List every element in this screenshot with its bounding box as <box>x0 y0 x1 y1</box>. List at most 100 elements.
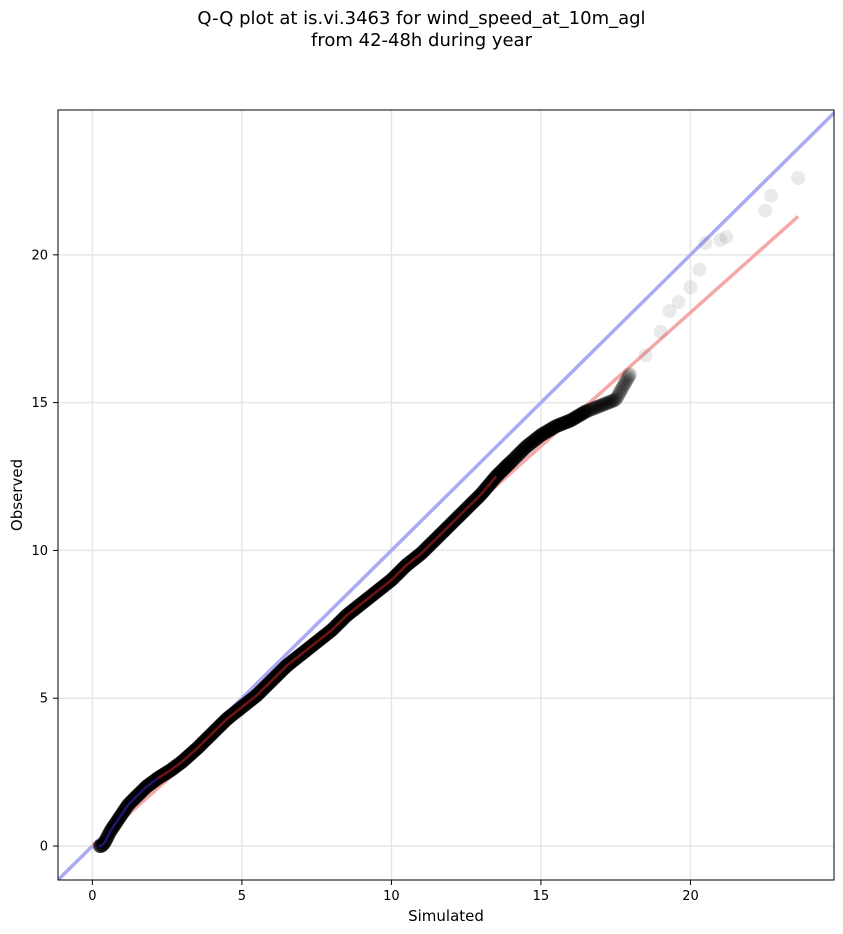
qq-point <box>621 369 636 384</box>
qq-point <box>513 444 528 459</box>
qq-point <box>583 402 598 417</box>
qq-point <box>719 230 734 245</box>
qq-point <box>566 411 581 426</box>
qq-point <box>586 401 601 416</box>
chart-title: Q-Q plot at is.vi.3463 for wind_speed_at… <box>0 8 843 52</box>
qq-point <box>527 433 542 448</box>
qq-point <box>543 422 558 437</box>
x-tick-label: 20 <box>682 889 699 904</box>
qq-point <box>559 415 574 430</box>
qq-point <box>617 376 632 391</box>
qq-point <box>525 434 540 449</box>
qq-point <box>542 423 557 438</box>
x-tick-label: 10 <box>383 889 400 904</box>
qq-point <box>582 403 597 418</box>
qq-point <box>622 367 637 382</box>
qq-point <box>610 388 625 403</box>
qq-point <box>554 417 569 432</box>
qq-point <box>713 233 728 248</box>
qq-point <box>573 407 588 422</box>
qq-point <box>519 439 534 454</box>
qq-point <box>541 423 556 438</box>
qq-point <box>530 430 545 445</box>
qq-point <box>533 428 548 443</box>
qq-point <box>512 446 527 461</box>
chart-title-line-2: from 42-48h during year <box>311 30 532 51</box>
qq-point <box>523 436 538 451</box>
qq-point <box>548 419 563 434</box>
qq-point <box>507 450 522 465</box>
qq-point <box>596 397 611 412</box>
qq-point <box>565 412 580 427</box>
qq-point <box>604 394 619 409</box>
qq-point <box>552 417 567 432</box>
qq-point <box>607 393 622 408</box>
qq-point <box>555 416 570 431</box>
qq-point <box>516 442 531 457</box>
x-axis-label: Simulated <box>408 907 484 925</box>
qq-point <box>561 414 576 429</box>
qq-point <box>536 426 551 441</box>
qq-point <box>550 418 565 433</box>
qq-point <box>620 371 635 386</box>
qq-point <box>594 398 609 413</box>
qq-point <box>578 404 593 419</box>
qq-point <box>568 410 583 425</box>
x-tick-label: 5 <box>238 889 246 904</box>
qq-point <box>608 392 623 407</box>
qq-point <box>614 382 629 397</box>
qq-point <box>528 432 543 447</box>
qq-point <box>510 448 525 463</box>
qq-point <box>535 427 550 442</box>
qq-point <box>524 435 539 450</box>
qq-point <box>537 425 552 440</box>
qq-point <box>564 413 579 428</box>
qq-point <box>521 438 536 453</box>
qq-point <box>576 406 591 421</box>
qq-point <box>558 415 573 430</box>
qq-point <box>560 414 575 429</box>
low-range-trace <box>98 777 159 848</box>
qq-point <box>553 417 568 432</box>
chart-title-line-1: Q-Q plot at is.vi.3463 for wind_speed_at… <box>197 8 646 29</box>
qq-point <box>615 380 630 395</box>
axis-ticks: 0 5 10 15 20 0 5 10 15 20 <box>31 248 698 904</box>
qq-point <box>517 441 532 456</box>
qq-point <box>601 395 616 410</box>
qq-point <box>509 449 524 464</box>
qq-point <box>577 405 592 420</box>
y-axis-label: Observed <box>8 459 26 531</box>
grid <box>58 110 834 880</box>
qq-point <box>758 203 773 218</box>
qq-point <box>616 378 631 393</box>
qq-point <box>683 280 698 295</box>
qq-point <box>518 440 533 455</box>
qq-point <box>613 384 628 399</box>
qq-point <box>571 408 586 423</box>
qq-point <box>609 391 624 406</box>
dense-range-trace <box>157 475 498 780</box>
qq-point <box>662 303 677 318</box>
qq-point <box>540 424 555 439</box>
qq-point <box>547 420 562 435</box>
qq-point <box>549 418 564 433</box>
x-tick-label: 0 <box>88 889 96 904</box>
qq-point <box>531 429 546 444</box>
qq-point <box>692 262 707 277</box>
qq-point <box>600 396 615 411</box>
qq-point <box>764 188 779 203</box>
qq-point <box>585 401 600 416</box>
qq-point <box>791 170 806 185</box>
qq-point <box>572 408 587 423</box>
qq-point <box>602 395 617 410</box>
qq-point <box>638 348 653 363</box>
qq-point <box>588 400 603 415</box>
qq-point <box>503 455 518 470</box>
qq-point <box>592 398 607 413</box>
qq-point <box>539 425 554 440</box>
qq-point <box>698 236 713 251</box>
y-tick-label: 15 <box>31 396 48 411</box>
qq-point <box>580 403 595 418</box>
y-tick-label: 0 <box>40 840 48 855</box>
